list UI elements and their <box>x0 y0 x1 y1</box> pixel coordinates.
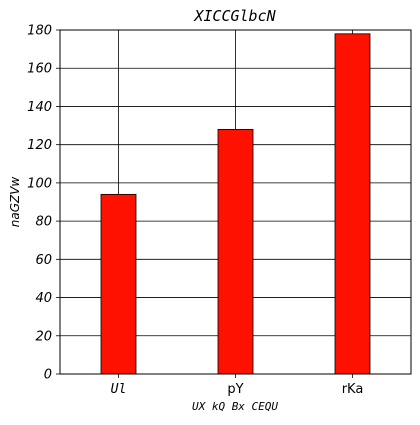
y-tick-label: 180 <box>27 24 52 39</box>
y-tick-label: 120 <box>27 138 52 153</box>
x-tick-label: Ul <box>111 382 127 397</box>
x-tick-label: pY <box>227 382 243 397</box>
y-tick-label: 20 <box>35 329 52 344</box>
y-tick-label: 100 <box>27 176 52 191</box>
x-tick-label: rKa <box>342 382 364 397</box>
y-tick-label: 60 <box>35 253 52 268</box>
y-axis-ticks: 0 20 40 60 80 100 120 140 160 180 <box>27 24 60 383</box>
bar-ul <box>100 193 137 375</box>
y-tick-label: 140 <box>27 100 52 115</box>
y-tick-label: 0 <box>44 368 52 383</box>
y-tick-label: 80 <box>35 215 52 230</box>
x-axis-ticks: Ul pY rKa <box>111 374 364 397</box>
chart-title: XICCGlbcN <box>193 7 276 25</box>
y-tick-label: 160 <box>27 62 52 77</box>
bar-rka <box>334 33 371 375</box>
y-axis-label: naGZVw <box>8 177 22 228</box>
bars <box>100 33 371 375</box>
bar-py <box>217 128 254 375</box>
x-axis-label: UX kQ Bx CEQU <box>192 400 278 413</box>
y-tick-label: 40 <box>35 291 52 306</box>
